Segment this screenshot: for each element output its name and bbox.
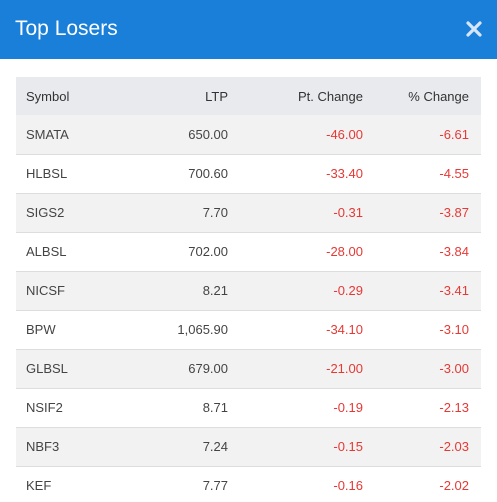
table-row[interactable]: SIGS2 7.70 -0.31 -3.87 [16, 193, 481, 232]
cell-ltp: 1,065.90 [177, 322, 228, 337]
cell-pt-change: -21.00 [326, 361, 363, 376]
cell-pt-change: -0.29 [333, 283, 363, 298]
cell-ltp: 7.77 [202, 478, 228, 493]
cell-pct-change: -3.41 [439, 283, 469, 298]
table-row[interactable]: SMATA 650.00 -46.00 -6.61 [16, 115, 481, 154]
cell-ltp: 7.70 [202, 205, 228, 220]
table-row[interactable]: HLBSL 700.60 -33.40 -4.55 [16, 154, 481, 193]
cell-ltp: 650.00 [188, 126, 228, 142]
cell-pct-change: -3.84 [439, 244, 469, 259]
cell-ltp: 700.60 [188, 166, 228, 181]
cell-symbol[interactable]: KEF [26, 478, 52, 493]
cell-pt-change: -46.00 [326, 126, 363, 142]
cell-pt-change: -33.40 [326, 166, 363, 181]
table-row[interactable]: BPW 1,065.90 -34.10 -3.10 [16, 310, 481, 349]
cell-ltp: 7.24 [202, 439, 228, 454]
cell-pct-change: -4.55 [439, 166, 469, 181]
table-header-row: Symbol LTP Pt. Change % Change [16, 77, 481, 115]
cell-symbol[interactable]: NICSF [26, 283, 65, 298]
cell-symbol[interactable]: NBF3 [26, 439, 60, 454]
modal-title: Top Losers [15, 17, 118, 40]
cell-symbol[interactable]: ALBSL [26, 244, 67, 259]
cell-symbol[interactable]: HLBSL [26, 166, 68, 181]
cell-pt-change: -0.16 [333, 478, 363, 493]
column-header-ltp[interactable]: LTP [205, 88, 228, 104]
losers-table: Symbol LTP Pt. Change % Change SMATA 650.… [16, 77, 481, 502]
cell-pt-change: -0.31 [333, 205, 363, 220]
cell-symbol[interactable]: NSIF2 [26, 400, 63, 415]
cell-pt-change: -0.19 [333, 400, 363, 415]
cell-pct-change: -2.13 [439, 400, 469, 415]
cell-pct-change: -3.10 [439, 322, 469, 337]
close-icon [466, 21, 482, 37]
table-row[interactable]: NBF3 7.24 -0.15 -2.03 [16, 427, 481, 466]
table-row[interactable]: NSIF2 8.71 -0.19 -2.13 [16, 388, 481, 427]
table-row[interactable]: KEF 7.77 -0.16 -2.02 [16, 466, 481, 502]
cell-symbol[interactable]: GLBSL [26, 361, 68, 376]
cell-symbol[interactable]: BPW [26, 322, 56, 337]
column-header-symbol[interactable]: Symbol [26, 88, 70, 104]
cell-pt-change: -34.10 [326, 322, 363, 337]
close-button[interactable] [463, 18, 485, 40]
cell-ltp: 702.00 [188, 244, 228, 259]
cell-ltp: 679.00 [188, 361, 228, 376]
column-header-pt-change[interactable]: Pt. Change [297, 88, 363, 104]
cell-symbol[interactable]: SMATA [26, 126, 69, 142]
table-row[interactable]: ALBSL 702.00 -28.00 -3.84 [16, 232, 481, 271]
losers-table-container: Symbol LTP Pt. Change % Change SMATA 650.… [16, 77, 481, 502]
cell-pct-change: -2.02 [439, 478, 469, 493]
cell-symbol[interactable]: SIGS2 [26, 205, 65, 220]
cell-pct-change: -3.00 [439, 361, 469, 376]
cell-pct-change: -3.87 [439, 205, 469, 220]
table-row[interactable]: NICSF 8.21 -0.29 -3.41 [16, 271, 481, 310]
cell-pct-change: -2.03 [439, 439, 469, 454]
column-header-pct-change[interactable]: % Change [408, 88, 469, 104]
cell-pt-change: -28.00 [326, 244, 363, 259]
cell-pt-change: -0.15 [333, 439, 363, 454]
cell-ltp: 8.21 [202, 283, 228, 298]
modal-header: Top Losers [0, 0, 497, 59]
cell-pct-change: -6.61 [439, 126, 469, 142]
cell-ltp: 8.71 [202, 400, 228, 415]
table-row[interactable]: GLBSL 679.00 -21.00 -3.00 [16, 349, 481, 388]
